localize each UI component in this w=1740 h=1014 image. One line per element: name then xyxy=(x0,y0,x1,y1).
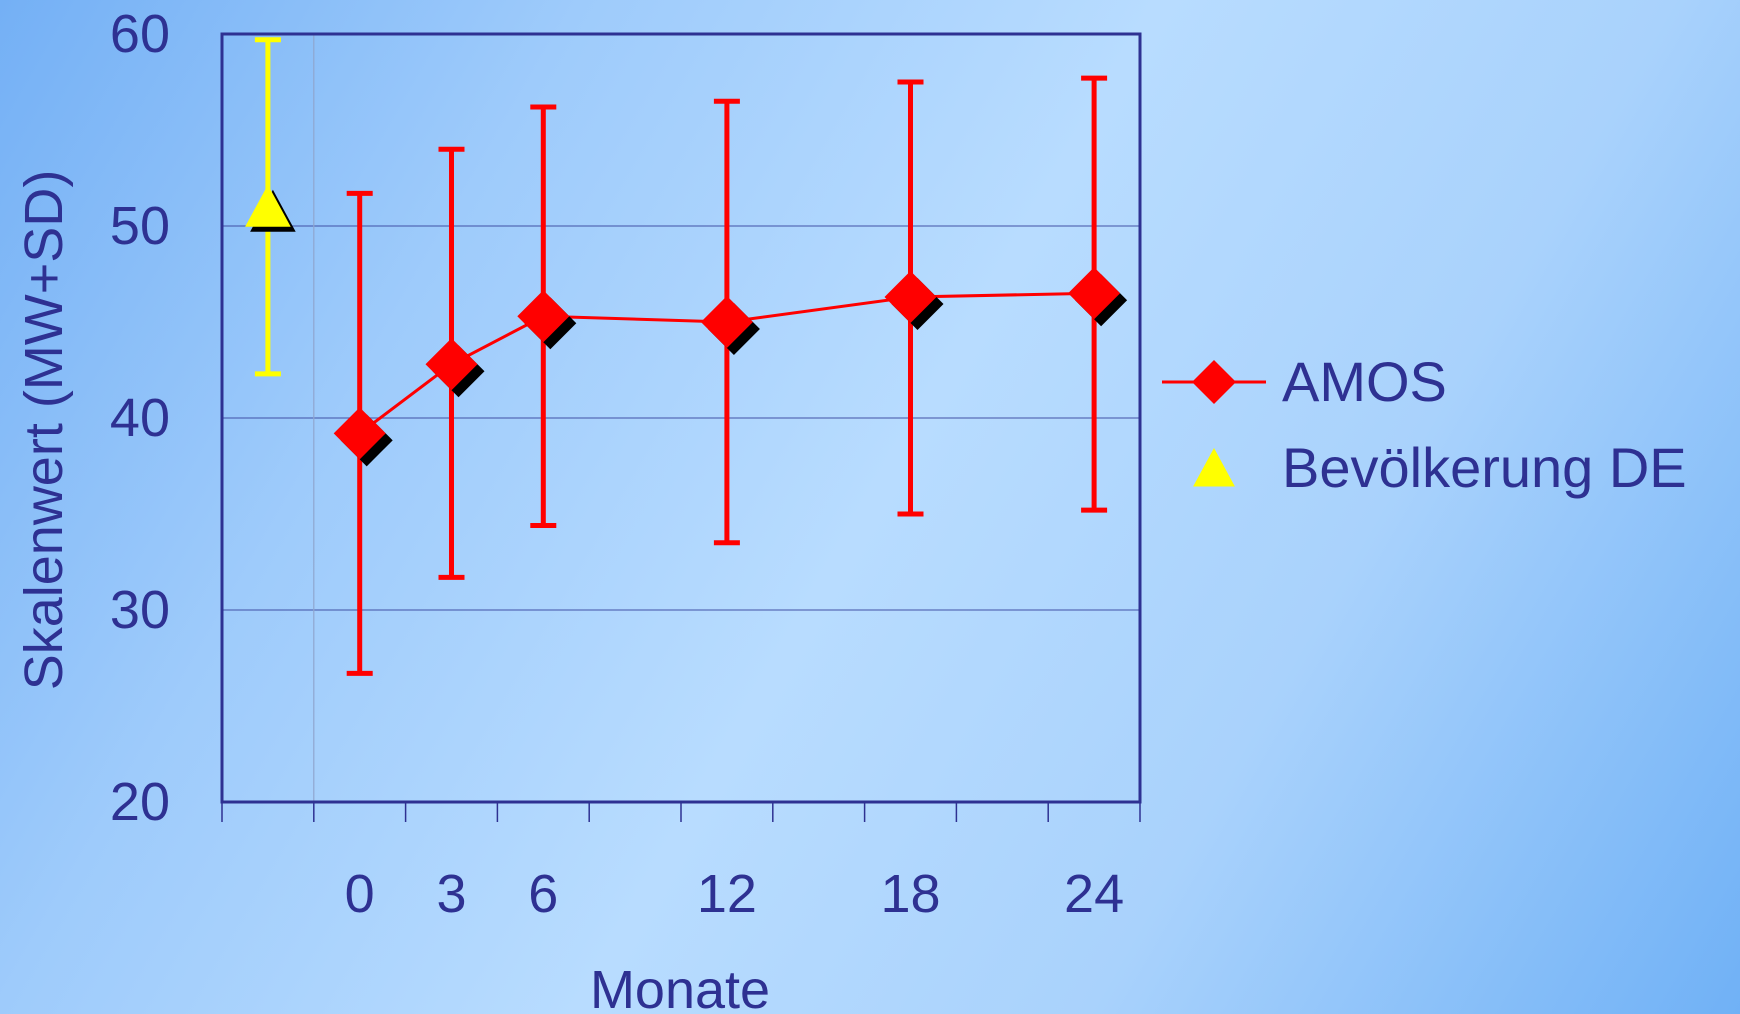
legend: AMOS Bevölkerung DE xyxy=(1162,350,1687,499)
legend-marker xyxy=(1193,448,1235,487)
x-axis: 0 3 6 12 18 24 xyxy=(221,802,1141,924)
x-tick-label: 3 xyxy=(436,864,466,924)
data-point xyxy=(425,338,478,391)
x-tick-label: 18 xyxy=(880,864,940,924)
series-layer xyxy=(245,37,1128,676)
data-point xyxy=(245,184,291,227)
grid-lines xyxy=(222,34,1140,802)
legend-marker xyxy=(1192,360,1236,404)
series-line xyxy=(358,291,1095,435)
data-point xyxy=(333,407,386,460)
y-tick-label: 60 xyxy=(110,4,170,64)
data-point xyxy=(700,296,753,348)
data-point xyxy=(884,271,937,324)
x-tick-label: 0 xyxy=(345,864,375,924)
y-tick-label: 20 xyxy=(110,772,170,832)
plot-frame xyxy=(220,32,1142,804)
series-0 xyxy=(333,75,1128,676)
x-axis-label: Monate xyxy=(590,960,770,1014)
legend-label: Bevölkerung DE xyxy=(1282,436,1687,499)
y-axis-label: Skalenwert (MW+SD) xyxy=(14,170,74,691)
x-tick-label: 12 xyxy=(697,864,757,924)
y-tick-label: 40 xyxy=(110,388,170,448)
y-tick-label: 30 xyxy=(110,580,170,640)
y-tick-label: 50 xyxy=(110,196,170,256)
legend-label: AMOS xyxy=(1282,350,1447,413)
x-tick-label: 24 xyxy=(1064,864,1124,924)
data-point xyxy=(517,290,570,343)
data-point xyxy=(1068,267,1121,320)
y-axis-ticks: 20 30 40 50 60 xyxy=(110,4,170,832)
series-1 xyxy=(245,37,296,377)
x-tick-label: 6 xyxy=(528,864,558,924)
